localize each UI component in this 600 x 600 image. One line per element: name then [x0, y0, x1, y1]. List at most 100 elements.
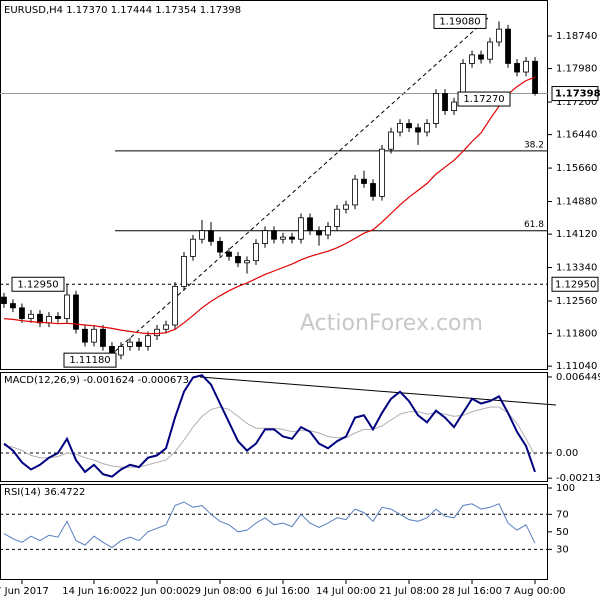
y-tick-label: 1.16440	[556, 130, 597, 141]
macd-line	[3, 374, 536, 478]
annotation-box	[11, 276, 65, 292]
y-tick-label: 1.14880	[556, 197, 597, 208]
candle-body	[397, 123, 403, 133]
x-tick-label: 14 Jun 16:00	[62, 586, 126, 597]
watermark: ActionForex.com	[300, 311, 483, 336]
candle-body	[1, 296, 7, 304]
candle-body	[208, 230, 214, 242]
candle-body	[334, 208, 340, 227]
candle-body	[523, 60, 529, 73]
y-tick-label: 1.13340	[556, 263, 597, 274]
candle-body	[316, 230, 322, 236]
candle-body	[55, 316, 61, 319]
candle-body	[244, 260, 250, 264]
candle-body	[271, 230, 277, 240]
candle-body	[469, 54, 475, 64]
candle-body	[478, 54, 484, 60]
y-tick-label: 1.11040	[556, 361, 597, 372]
macd-title: MACD(12,26,9) -0.001624 -0.000673	[4, 375, 189, 386]
candle-body	[73, 294, 79, 330]
candle-body	[199, 230, 205, 240]
y-tick-label: 1.15660	[556, 163, 597, 174]
candle-body	[361, 178, 367, 184]
x-tick-label: 22 Jun 00:00	[125, 586, 189, 597]
annotation-box	[457, 91, 511, 107]
x-tick-label: 7 Aug 00:00	[504, 586, 565, 597]
annotation-label: 1.11180	[69, 355, 110, 366]
x-tick-label: 7 Jun 2017	[0, 586, 49, 597]
y-tick-label: 100	[556, 483, 575, 494]
candle-body	[226, 251, 232, 257]
price-box	[551, 276, 599, 292]
x-tick-label: 28 Jul 16:00	[442, 586, 502, 597]
y-tick-label: 0.00	[556, 448, 578, 459]
candle-body	[298, 217, 304, 240]
candle-body	[514, 63, 520, 73]
candle-body	[91, 328, 97, 343]
candle-body	[163, 324, 169, 330]
candle-body	[496, 28, 502, 43]
y-tick-label: 1.11800	[556, 329, 597, 340]
y-tick-label: 1.17200	[556, 97, 597, 108]
candle-body	[505, 28, 511, 64]
x-tick-label: 29 Jun 08:00	[188, 586, 252, 597]
moving-average	[3, 76, 536, 335]
candle-body	[37, 313, 43, 324]
candle-body	[352, 178, 358, 206]
fib-label: 38.2	[524, 140, 544, 150]
candle-body	[181, 255, 187, 287]
candle-body	[370, 183, 376, 197]
y-tick-label: 50	[556, 527, 569, 538]
candle-body	[262, 230, 268, 244]
chart-title: EURUSD,H4 1.17370 1.17444 1.17354 1.1739…	[4, 5, 241, 16]
candle-body	[406, 123, 412, 129]
candle-body	[280, 236, 286, 240]
candle-body	[325, 225, 331, 236]
candle-body	[289, 236, 295, 240]
annotation-label: 1.17270	[463, 94, 504, 105]
candle-body	[487, 41, 493, 60]
y-tick-label: 70	[556, 509, 569, 520]
trend-channel	[109, 17, 489, 357]
rsi-title: RSI(14) 36.4722	[4, 487, 85, 498]
price-box-label: 1.17398	[555, 89, 600, 100]
candle-body	[172, 285, 178, 326]
candle-body	[19, 307, 25, 319]
annotation-label: 1.19080	[439, 16, 480, 27]
x-tick-label: 21 Jul 08:00	[379, 586, 439, 597]
candle-body	[235, 255, 241, 264]
candle-body	[118, 346, 124, 356]
candle-body	[424, 123, 430, 133]
y-tick-label: 30	[556, 544, 569, 555]
macd-line	[3, 406, 536, 468]
y-tick-label: 1.12560	[556, 296, 597, 307]
candle-body	[451, 101, 457, 112]
candle-body	[136, 341, 142, 347]
fib-label: 61.8	[524, 220, 544, 230]
rsi-line	[3, 501, 536, 549]
candle-body	[190, 238, 196, 257]
macd-panel	[0, 372, 548, 482]
candle-body	[442, 93, 448, 112]
y-tick-label: 0.006449	[556, 372, 600, 383]
candle-body	[388, 131, 394, 150]
candle-body	[253, 243, 259, 262]
y-tick-label: 1.14120	[556, 229, 597, 240]
price-panel	[0, 0, 548, 370]
x-tick-label: 14 Jul 00:00	[316, 586, 376, 597]
candle-body	[64, 294, 70, 319]
candle-body	[415, 127, 421, 133]
candle-body	[28, 313, 34, 319]
candle-body	[343, 204, 349, 210]
price-box	[551, 86, 599, 102]
candle-body	[217, 240, 223, 253]
candle-body	[433, 93, 439, 124]
annotation-box	[63, 352, 117, 368]
candle-body	[379, 148, 385, 197]
candle-body	[100, 328, 106, 347]
annotation-label: 1.12950	[17, 279, 58, 290]
candle-body	[145, 335, 151, 347]
macd-trendline	[199, 376, 557, 406]
candle-body	[127, 341, 133, 347]
